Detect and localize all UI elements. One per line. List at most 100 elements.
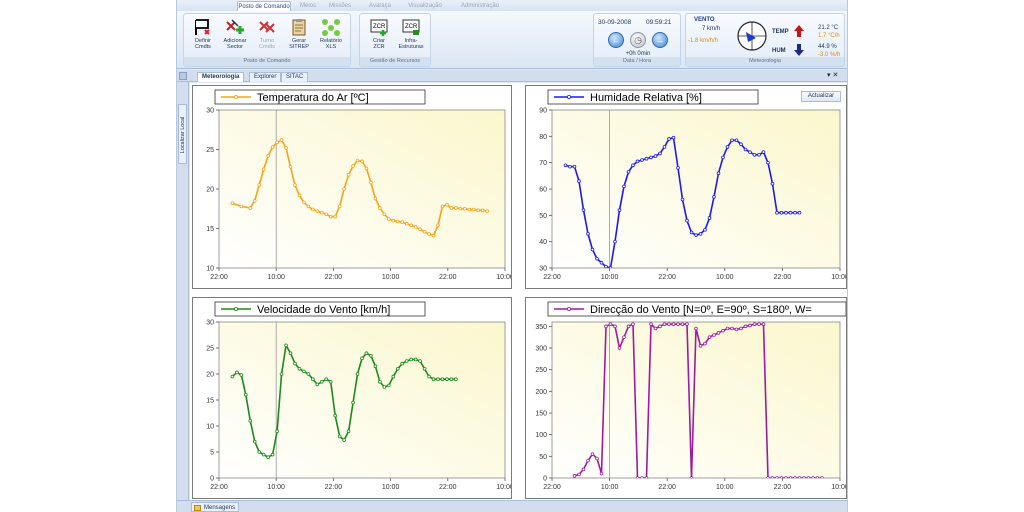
- time-reset-button[interactable]: ◷: [630, 32, 646, 48]
- legend-box: [214, 301, 426, 317]
- infra-estruturas-button[interactable]: ZCR Infra- Estruturas: [396, 18, 426, 58]
- y-tick-label: 70: [539, 160, 547, 167]
- data-point: [820, 476, 824, 478]
- tab-explorer[interactable]: Explorer: [249, 72, 282, 82]
- data-point: [761, 150, 766, 154]
- data-point: [680, 197, 685, 202]
- data-point: [409, 357, 413, 362]
- data-point: [703, 228, 707, 232]
- temperature-chart-panel: 10 15 20 25 30 22:00 10:00 22:00 10:00 22:00 10:00…: [192, 85, 512, 289]
- group-data-hora-label: Data / Hora: [594, 57, 680, 66]
- ribbon-tab-posto-de-comando[interactable]: Posto de Comando: [237, 1, 291, 11]
- y-tick-label: 50: [539, 213, 547, 220]
- data-point: [649, 322, 653, 326]
- series-line: [574, 322, 822, 478]
- data-point: [644, 156, 649, 161]
- data-point: [445, 377, 449, 381]
- data-point: [302, 369, 306, 374]
- plot-area: [218, 109, 506, 269]
- data-point: [342, 438, 346, 442]
- x-tick-label: 22:00: [543, 274, 561, 281]
- y-tick-label: 300: [535, 346, 547, 353]
- mensagens-label: Mensagens: [204, 505, 236, 511]
- y-tick-label: 20: [206, 372, 214, 379]
- data-point: [608, 266, 613, 268]
- relatorio-xls-button[interactable]: Relatório XLS: [316, 18, 346, 58]
- data-point: [788, 476, 793, 478]
- x-tick-label: 10:00: [601, 274, 619, 281]
- y-tick-label: 30: [206, 320, 214, 327]
- data-point: [793, 210, 797, 215]
- data-point: [391, 218, 396, 223]
- ribbon-tab-meios[interactable]: Meios: [299, 3, 316, 9]
- data-point: [297, 193, 302, 198]
- ribbon-tab-avaraca[interactable]: Avaraça: [369, 3, 391, 9]
- data-point: [413, 225, 418, 229]
- data-point: [328, 380, 333, 384]
- legend-box: [547, 301, 846, 317]
- y-tick-label: 25: [206, 147, 214, 154]
- mensagens-tab[interactable]: Mensagens: [191, 502, 240, 512]
- data-point: [270, 145, 275, 149]
- data-point: [449, 377, 454, 381]
- data-point: [436, 223, 440, 228]
- data-point: [617, 208, 622, 212]
- data-point: [235, 370, 239, 375]
- data-point: [230, 374, 235, 379]
- time-forward-button[interactable]: →: [652, 32, 668, 48]
- x-tick-label: 10:00: [382, 274, 400, 281]
- humidity-chart-panel: 30 40 50 60 70 80 90 22:00 10:00 22:00 10:00 22:00 1…: [525, 85, 847, 289]
- criar-zcr-button[interactable]: ZCR Criar ZCR: [364, 18, 394, 58]
- data-point: [395, 219, 400, 224]
- data-point: [306, 372, 311, 376]
- side-tab-localizar-local[interactable]: Localizar Local: [178, 104, 187, 164]
- clipboard-report-icon: [292, 19, 306, 36]
- data-point: [449, 206, 454, 210]
- legend-box: [214, 89, 426, 105]
- dropdown-close-icon[interactable]: ▾ ✕: [827, 72, 839, 79]
- data-point: [631, 322, 635, 326]
- group-posto-de-comando: Definir Cmdts Adicionar Sector Turno Cmdts: [183, 13, 351, 67]
- pin-icon[interactable]: [179, 72, 187, 80]
- data-point: [382, 385, 387, 389]
- ribbon: Definir Cmdts Adicionar Sector Turno Cmdts: [177, 11, 847, 69]
- gerar-sitrep-button[interactable]: Gerar SITREP: [284, 18, 314, 58]
- wind-title: VENTO: [694, 17, 715, 23]
- data-point: [319, 210, 324, 215]
- data-point: [306, 204, 311, 209]
- data-point: [382, 212, 387, 217]
- data-point: [676, 322, 680, 326]
- data-point: [346, 172, 351, 177]
- data-point: [757, 152, 761, 157]
- ribbon-tab-missoes[interactable]: Missões: [328, 3, 351, 9]
- x-tick-label: 22:00: [439, 274, 457, 281]
- data-point: [766, 160, 770, 165]
- adicionar-sector-button[interactable]: Adicionar Sector: [220, 18, 250, 58]
- y-tick-label: 15: [206, 226, 214, 233]
- data-point: [431, 233, 436, 238]
- data-point: [427, 232, 431, 236]
- data-point: [400, 361, 405, 366]
- ribbon-tab-administracao[interactable]: Administração: [460, 3, 499, 9]
- turno-cmdts-button[interactable]: Turno Cmdts: [252, 18, 282, 58]
- data-point: [342, 187, 346, 191]
- definir-cmdts-button[interactable]: Definir Cmdts: [188, 18, 218, 58]
- actualizar-button[interactable]: Actualizar: [801, 91, 841, 102]
- tab-meteorologia[interactable]: Meteorologia: [197, 72, 245, 82]
- y-tick-label: 60: [539, 187, 547, 194]
- group-meteorologia: VENTO 7 km/h -1.8 km/h/h TEMP 21.2 °C 1.…: [685, 13, 845, 67]
- x-tick-label: 10:00: [267, 274, 285, 281]
- data-point: [640, 158, 644, 162]
- time-back-button[interactable]: ←: [608, 32, 624, 48]
- tab-sitac[interactable]: SITAC: [281, 72, 309, 82]
- side-panel-strip: Localizar Local: [177, 82, 189, 500]
- ribbon-tab-visualizacao[interactable]: Visualização: [408, 3, 442, 9]
- current-time: 09:59:21: [646, 19, 672, 26]
- legend-marker: [234, 306, 239, 311]
- data-point: [667, 137, 671, 141]
- data-point: [431, 377, 436, 381]
- data-point: [694, 326, 698, 331]
- wind-speed: 7 km/h: [702, 26, 721, 32]
- data-point: [454, 377, 458, 381]
- wind-direction-chart-panel: 0 50 100 150 200 250 300 350 22:00 10:00 22:00 10:0…: [525, 297, 847, 499]
